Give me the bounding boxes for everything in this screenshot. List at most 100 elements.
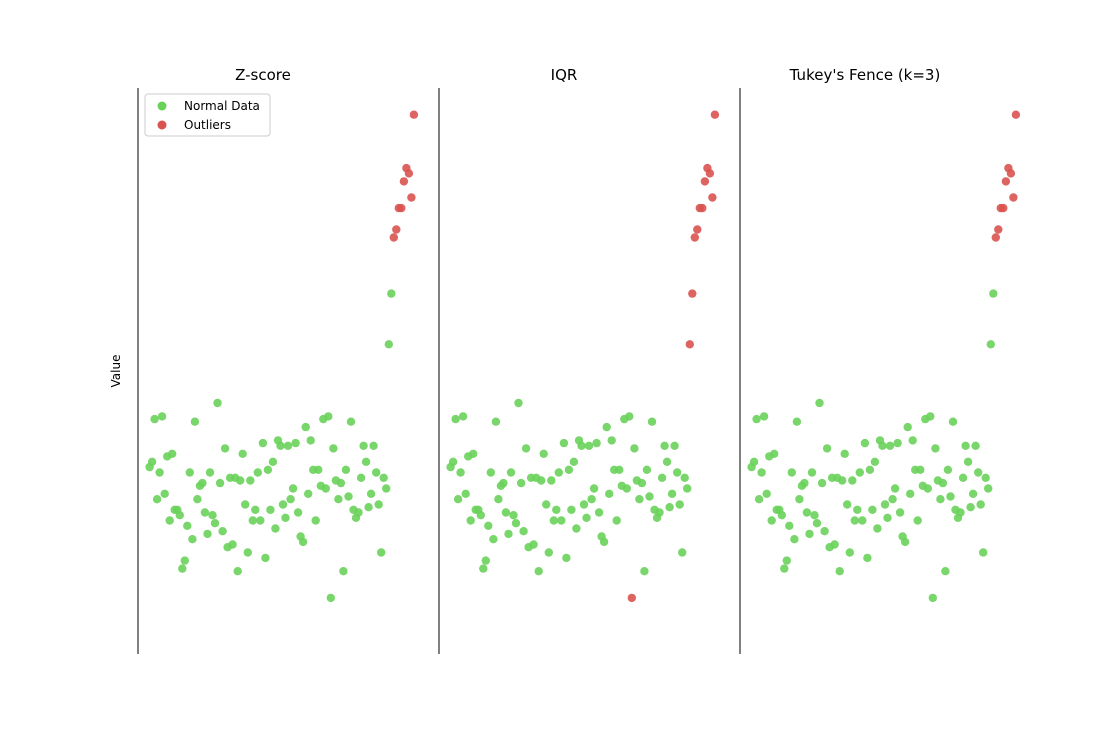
normal-point-iqr-12 [476, 511, 485, 520]
normal-point-tukey-48 [868, 505, 877, 514]
outlier-point-zscore-98 [392, 225, 401, 234]
normal-point-zscore-87 [364, 503, 373, 512]
normal-point-zscore-63 [304, 489, 313, 498]
normal-point-iqr-66 [612, 516, 621, 525]
normal-point-zscore-71 [324, 412, 333, 421]
normal-point-tukey-96 [989, 289, 998, 298]
normal-point-tukey-16 [787, 468, 796, 477]
normal-point-zscore-90 [372, 468, 381, 477]
normal-point-tukey-71 [926, 412, 935, 421]
normal-point-iqr-62 [602, 422, 611, 432]
normal-point-iqr-48 [567, 505, 576, 514]
normal-point-zscore-57 [288, 484, 298, 493]
normal-point-iqr-5 [458, 412, 468, 421]
normal-point-tukey-95 [986, 340, 995, 349]
normal-point-iqr-59 [594, 508, 604, 517]
normal-point-tukey-78 [943, 465, 953, 474]
normal-point-iqr-67 [615, 465, 624, 474]
normal-point-tukey-67 [916, 465, 925, 474]
normal-point-tukey-58 [893, 438, 902, 448]
normal-point-tukey-19 [795, 495, 804, 504]
legend: Normal Data Outliers [144, 93, 271, 137]
outlier-point-zscore-105 [409, 110, 419, 119]
normal-point-iqr-15 [484, 521, 493, 530]
outlier-point-tukey-97 [991, 233, 1000, 242]
normal-point-tukey-49 [870, 457, 880, 466]
normal-point-tukey-3 [754, 495, 764, 504]
normal-point-zscore-21 [198, 478, 207, 488]
normal-point-tukey-54 [883, 513, 892, 522]
normal-point-zscore-4 [155, 468, 164, 477]
normal-point-zscore-35 [233, 567, 242, 576]
normal-point-iqr-13 [479, 564, 488, 573]
normal-point-iqr-16 [486, 468, 495, 477]
normal-point-iqr-54 [582, 513, 591, 522]
normal-point-tukey-23 [805, 529, 814, 539]
normal-point-tukey-14 [782, 556, 791, 565]
normal-point-zscore-52 [276, 441, 285, 450]
normal-point-tukey-21 [800, 478, 809, 488]
normal-point-iqr-40 [547, 476, 556, 485]
normal-point-zscore-50 [271, 524, 280, 533]
normal-point-iqr-43 [554, 468, 563, 477]
normal-point-tukey-52 [878, 441, 887, 450]
normal-point-iqr-94 [683, 484, 692, 493]
normal-point-zscore-6 [160, 489, 169, 498]
y-axis-label: Value [109, 355, 123, 388]
normal-point-zscore-46 [261, 553, 270, 563]
outlier-point-iqr-72 [627, 593, 636, 603]
normal-point-tukey-57 [890, 484, 900, 493]
normal-point-tukey-24 [807, 468, 817, 477]
normal-point-tukey-80 [948, 417, 958, 426]
legend-marker-normal [157, 101, 167, 111]
outlier-point-tukey-103 [1006, 169, 1016, 178]
normal-point-zscore-28 [215, 478, 225, 488]
normal-point-zscore-72 [326, 593, 335, 603]
normal-point-tukey-75 [936, 495, 945, 504]
normal-point-iqr-23 [504, 529, 513, 539]
normal-point-tukey-9 [770, 449, 779, 458]
normal-point-zscore-3 [152, 495, 162, 504]
outlier-point-zscore-104 [407, 193, 416, 202]
normal-point-zscore-54 [281, 513, 290, 522]
normal-point-tukey-94 [984, 484, 993, 493]
normal-point-zscore-77 [339, 567, 348, 576]
normal-point-iqr-26 [511, 519, 521, 528]
normal-point-zscore-13 [178, 564, 187, 573]
normal-point-zscore-45 [258, 438, 268, 448]
normal-point-zscore-92 [377, 548, 386, 557]
normal-point-tukey-28 [817, 478, 827, 488]
normal-point-tukey-37 [840, 449, 849, 458]
normal-point-tukey-17 [790, 535, 799, 544]
normal-point-iqr-14 [481, 556, 490, 565]
normal-point-iqr-58 [592, 438, 601, 448]
normal-point-zscore-64 [306, 436, 315, 445]
normal-point-tukey-56 [888, 495, 897, 504]
normal-point-tukey-5 [759, 412, 769, 421]
normal-point-zscore-91 [374, 500, 383, 509]
normal-point-tukey-42 [853, 505, 862, 514]
outlier-point-iqr-98 [693, 225, 702, 234]
normal-point-tukey-84 [958, 473, 968, 482]
normal-point-zscore-49 [268, 457, 278, 466]
normal-point-tukey-77 [941, 567, 950, 576]
normal-point-zscore-12 [175, 511, 184, 520]
normal-point-zscore-96 [387, 289, 396, 298]
normal-point-tukey-72 [928, 593, 937, 603]
normal-point-iqr-45 [559, 438, 569, 448]
outlier-point-zscore-97 [389, 233, 398, 242]
normal-point-iqr-19 [494, 495, 503, 504]
normal-point-tukey-4 [757, 468, 766, 477]
normal-point-tukey-15 [785, 521, 794, 530]
normal-point-zscore-33 [228, 540, 237, 549]
normal-point-iqr-56 [587, 495, 596, 504]
normal-point-iqr-9 [469, 449, 478, 458]
normal-point-iqr-83 [655, 508, 664, 517]
normal-point-zscore-39 [243, 548, 252, 557]
normal-point-zscore-38 [241, 500, 250, 509]
normal-point-zscore-86 [361, 457, 371, 466]
normal-point-iqr-25 [509, 511, 518, 520]
normal-point-iqr-44 [557, 516, 566, 525]
outlier-point-iqr-100 [698, 203, 707, 213]
normal-point-tukey-70 [923, 484, 932, 493]
